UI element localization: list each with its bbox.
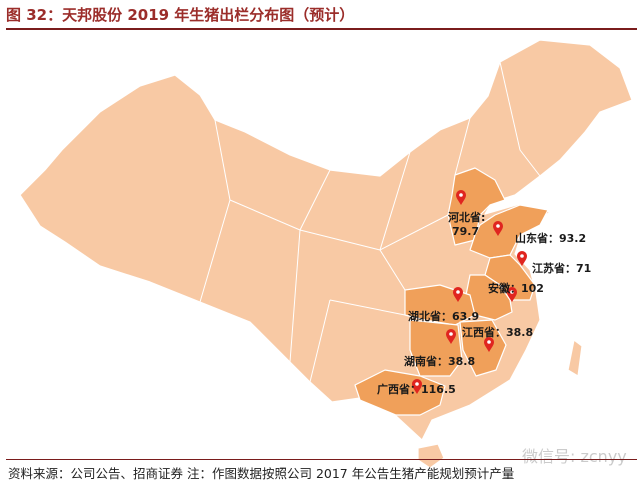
- map-pin-dot: [415, 382, 419, 386]
- map-pin-icon[interactable]: [456, 190, 466, 205]
- province-shandong[interactable]: [469, 204, 549, 259]
- label-hebei: 河北省:: [448, 210, 485, 224]
- hainan: [417, 443, 445, 469]
- footer-divider: [6, 459, 637, 460]
- label-shandong: 山东省：93.2: [515, 231, 586, 245]
- map-pin-dot: [510, 290, 514, 294]
- map-pin-dot: [520, 254, 524, 258]
- map-pin-icon[interactable]: [446, 329, 456, 344]
- map-pin-icon[interactable]: [412, 379, 422, 394]
- label-hebei-value: 79.7: [452, 225, 479, 238]
- label-hunan: 湖南省：38.8: [404, 354, 475, 368]
- map-pin-dot: [459, 193, 463, 197]
- label-anhui: 安徽：102: [488, 281, 544, 295]
- source-note: 资料来源：公司公告、招商证券 注：作图数据按照公司 2017 年公告生猪产能规划…: [8, 466, 515, 481]
- map-pin-icon[interactable]: [484, 337, 494, 352]
- province-guangxi[interactable]: [354, 369, 446, 416]
- map-pin-icon[interactable]: [453, 287, 463, 302]
- label-guangxi: 广西省：116.5: [377, 382, 456, 396]
- title-divider: [6, 28, 637, 30]
- map-pin-icon[interactable]: [493, 221, 503, 236]
- map-pin-dot: [449, 332, 453, 336]
- taiwan: [567, 339, 583, 377]
- figure-title: 图 32：天邦股份 2019 年生猪出栏分布图（预计）: [6, 6, 355, 24]
- map-pin-icon[interactable]: [507, 287, 517, 302]
- map-pin-dot: [456, 290, 460, 294]
- watermark: 微信号: zcnyy: [522, 447, 627, 466]
- province-jiangxi[interactable]: [459, 319, 507, 377]
- label-jiangsu: 江苏省：71: [532, 261, 591, 275]
- map-pin-dot: [496, 224, 500, 228]
- label-jiangxi: 江西省：38.8: [462, 325, 533, 339]
- province-hebei[interactable]: [447, 167, 506, 246]
- label-hubei: 湖北省：63.9: [408, 309, 479, 323]
- map-pin-icon[interactable]: [517, 251, 527, 266]
- map-pin-dot: [487, 340, 491, 344]
